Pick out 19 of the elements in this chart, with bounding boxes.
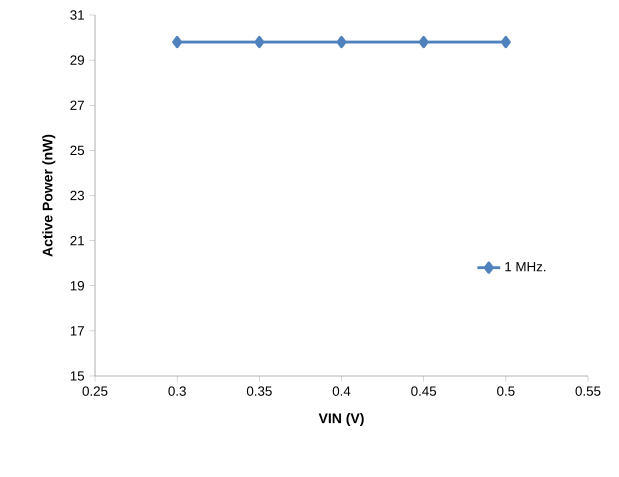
- x-tick-label: 0.25: [82, 386, 108, 396]
- y-tick-label: 31: [70, 10, 84, 20]
- y-tick-label: 29: [70, 55, 84, 65]
- y-tick-label: 15: [70, 371, 84, 381]
- y-tick-label: 19: [70, 281, 84, 290]
- x-tick-label: 0.55: [576, 386, 600, 396]
- y-axis-title: Active Power (nW): [42, 134, 56, 257]
- y-tick-label: 21: [70, 236, 84, 246]
- x-tick-label: 0.4: [332, 386, 350, 396]
- x-axis-title: VIN (V): [318, 412, 364, 426]
- y-tick-label: 17: [70, 326, 84, 336]
- y-tick-label: 27: [70, 100, 84, 110]
- x-tick-label: 0.3: [168, 386, 186, 396]
- legend-label: 1 MHz.: [505, 262, 546, 272]
- x-tick-label: 0.35: [246, 386, 272, 396]
- x-tick-label: 0.45: [411, 386, 436, 396]
- x-tick-label: 0.5: [497, 386, 515, 396]
- y-tick-label: 23: [70, 190, 84, 200]
- y-tick-label: 25: [70, 146, 84, 156]
